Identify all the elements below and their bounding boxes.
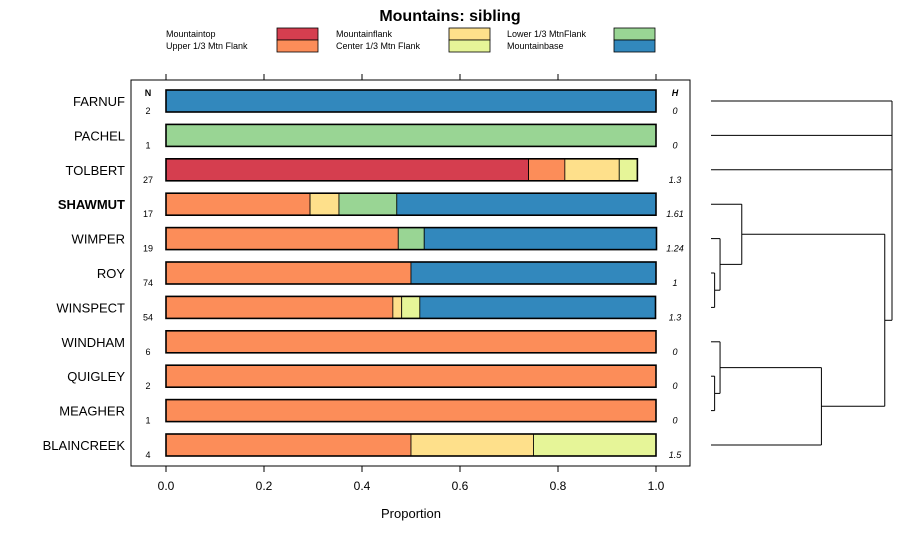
x-tick-label: 0.6 — [452, 479, 469, 493]
bar-outline-wimper — [165, 226, 658, 251]
bar-outline-winspect — [165, 295, 657, 320]
bar-winspect-center-1-3-mtn-flank — [401, 295, 421, 319]
legend-label-mountaintop: Mountaintop — [166, 29, 216, 39]
category-label-farnuf: FARNUF — [73, 94, 125, 109]
bar-tolbert-center-1-3-mtn-flank — [618, 158, 638, 182]
legend-swatch-mountainbase — [613, 39, 656, 53]
n-value-wimper: 19 — [143, 244, 153, 254]
x-tick-label: 1.0 — [648, 479, 665, 493]
n-value-shawmut: 17 — [143, 209, 153, 219]
bar-shawmut-lower-1-3-mtnflank — [338, 192, 398, 216]
bar-outline-shawmut — [165, 192, 657, 216]
bar-winspect-mountainflank — [392, 295, 403, 319]
bar-outline-pachel — [165, 123, 657, 148]
h-value-pachel: 0 — [672, 140, 677, 150]
plot-panel — [130, 79, 691, 467]
legend-label-mountainflank: Mountainflank — [336, 29, 393, 39]
n-value-tolbert: 27 — [143, 175, 153, 185]
bar-outline-tolbert — [165, 158, 639, 182]
n-value-farnuf: 2 — [145, 106, 150, 116]
bar-outline-meagher — [165, 398, 657, 423]
category-label-wimper: WIMPER — [72, 232, 125, 247]
bar-meagher-upper-1-3-mtn-flank — [165, 399, 657, 423]
category-label-shawmut: SHAWMUT — [58, 197, 125, 212]
bar-roy-mountainbase — [410, 261, 657, 285]
bar-blaincreek-center-1-3-mtn-flank — [533, 433, 657, 457]
bar-wimper-mountainbase — [423, 227, 657, 251]
bars-layer — [165, 89, 658, 457]
h-value-tolbert: 1.3 — [669, 175, 682, 185]
category-label-pachel: PACHEL — [74, 128, 125, 143]
bar-roy-upper-1-3-mtn-flank — [165, 261, 412, 285]
bar-outline-quigley — [165, 364, 657, 389]
n-value-windham: 6 — [145, 347, 150, 357]
n-value-quigley: 2 — [145, 381, 150, 391]
n-value-blaincreek: 4 — [145, 450, 150, 460]
legend-swatch-mountaintop — [276, 27, 319, 41]
h-value-farnuf: 0 — [672, 106, 677, 116]
bar-tolbert-mountaintop — [165, 158, 530, 182]
bar-tolbert-mountainflank — [564, 158, 620, 182]
row-labels: FARNUF 2 0 PACHEL 1 0 TOLBERT 27 1.3 SHAWMUT 17 1.6… — [43, 94, 684, 460]
bar-wimper-lower-1-3-mtnflank — [397, 227, 425, 251]
bar-winspect-mountainbase — [419, 295, 656, 319]
legend-label-upper-1-3-mtn-flank: Upper 1/3 Mtn Flank — [166, 41, 248, 51]
category-label-blaincreek: BLAINCREEK — [43, 438, 126, 453]
legend-label-center-1-3-mtn-flank: Center 1/3 Mtn Flank — [336, 41, 421, 51]
n-value-winspect: 54 — [143, 312, 153, 322]
category-label-quigley: QUIGLEY — [67, 369, 125, 384]
h-value-shawmut: 1.61 — [666, 209, 684, 219]
x-tick-label: 0.4 — [354, 479, 371, 493]
h-value-wimper: 1.24 — [666, 244, 684, 254]
category-label-meagher: MEAGHER — [59, 404, 125, 419]
h-value-winspect: 1.3 — [669, 312, 682, 322]
bar-windham-upper-1-3-mtn-flank — [165, 330, 657, 354]
bar-shawmut-mountainflank — [309, 192, 340, 216]
category-label-windham: WINDHAM — [61, 335, 125, 350]
category-label-winspect: WINSPECT — [56, 300, 125, 315]
h-value-windham: 0 — [672, 347, 677, 357]
legend-swatch-upper-1-3-mtn-flank — [276, 39, 319, 53]
h-value-roy: 1 — [672, 278, 677, 288]
bar-outline-blaincreek — [165, 433, 657, 457]
legend-swatch-lower-1-3-mtnflank — [613, 27, 656, 41]
bar-shawmut-mountainbase — [396, 192, 657, 216]
bar-outline-windham — [165, 329, 657, 354]
bar-shawmut-upper-1-3-mtn-flank — [165, 192, 311, 216]
bar-blaincreek-mountainflank — [410, 433, 534, 457]
bar-farnuf-mountainbase — [165, 89, 657, 113]
n-column-header: N — [145, 88, 152, 98]
h-value-meagher: 0 — [672, 416, 677, 426]
h-value-quigley: 0 — [672, 381, 677, 391]
dendrogram — [711, 100, 893, 446]
legend: Mountaintop Mountainflank Lower 1/3 MtnFla… — [166, 27, 656, 53]
bar-pachel-lower-1-3-mtnflank — [165, 124, 657, 147]
x-axis: 0.0 0.2 0.4 0.6 0.8 1.0 — [158, 74, 665, 493]
category-label-roy: ROY — [97, 266, 126, 281]
x-tick-label: 0.8 — [550, 479, 567, 493]
chart-title: Mountains: sibling — [379, 8, 520, 25]
bar-outline-roy — [165, 261, 657, 285]
x-axis-label: Proportion — [381, 506, 441, 521]
n-value-meagher: 1 — [145, 416, 150, 426]
bar-winspect-upper-1-3-mtn-flank — [165, 295, 394, 319]
bar-quigley-upper-1-3-mtn-flank — [165, 364, 657, 388]
bar-wimper-upper-1-3-mtn-flank — [165, 227, 399, 251]
x-tick-label: 0.0 — [158, 479, 175, 493]
bar-blaincreek-upper-1-3-mtn-flank — [165, 433, 412, 457]
bar-tolbert-upper-1-3-mtn-flank — [528, 158, 566, 182]
bar-outline-farnuf — [165, 89, 657, 113]
legend-label-lower-1-3-mtnflank: Lower 1/3 MtnFlank — [507, 29, 587, 39]
n-value-pachel: 1 — [145, 140, 150, 150]
legend-label-mountainbase: Mountainbase — [507, 41, 564, 51]
legend-swatch-mountainflank — [448, 27, 491, 41]
n-value-roy: 74 — [143, 278, 153, 288]
h-value-blaincreek: 1.5 — [669, 450, 683, 460]
legend-swatch-center-1-3-mtn-flank — [448, 39, 491, 53]
x-tick-label: 0.2 — [256, 479, 273, 493]
h-column-header: H — [672, 88, 679, 98]
category-label-tolbert: TOLBERT — [66, 163, 126, 178]
